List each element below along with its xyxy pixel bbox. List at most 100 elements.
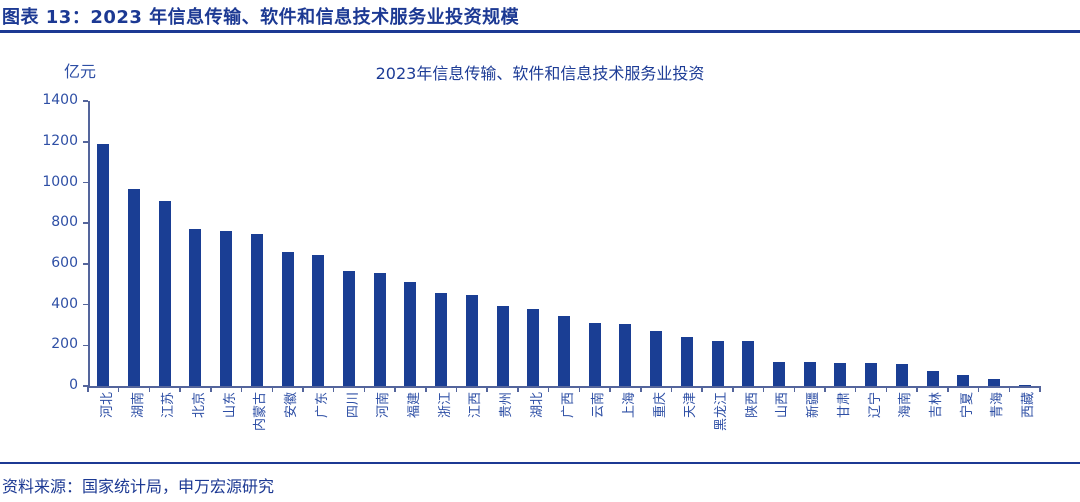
x-tick-mark — [332, 386, 335, 392]
x-tick-mark — [609, 386, 611, 392]
bar-吉林 — [926, 371, 939, 386]
x-tick-mark — [240, 386, 243, 392]
x-label-江苏: 江苏 — [161, 392, 177, 419]
x-label-新疆: 新疆 — [806, 392, 822, 419]
x-tick-mark — [517, 386, 519, 392]
y-tick-label: 600 — [51, 254, 78, 271]
x-label-辽宁: 辽宁 — [867, 392, 883, 419]
x-tick-mark — [793, 386, 796, 392]
x-label-云南: 云南 — [591, 392, 607, 419]
bar-福建 — [404, 282, 417, 386]
bar-上海 — [619, 323, 632, 386]
x-tick-mark — [210, 386, 212, 392]
bar-浙江 — [435, 292, 448, 386]
bar-黑龙江 — [711, 341, 724, 386]
bar-贵州 — [496, 305, 509, 386]
y-tick-mark — [83, 222, 88, 224]
x-label-四川: 四川 — [345, 392, 361, 419]
x-tick-mark — [455, 386, 458, 392]
bar-四川 — [343, 271, 356, 386]
source-note: 资料来源：国家统计局，申万宏源研究 — [2, 477, 275, 496]
bar-新疆 — [803, 361, 816, 386]
bar-河南 — [373, 273, 386, 386]
y-tick-mark — [83, 303, 88, 306]
x-label-山东: 山东 — [222, 392, 238, 419]
y-tick-label: 1400 — [42, 92, 78, 109]
bar-陕西 — [742, 341, 755, 386]
y-tick-label: 400 — [51, 295, 78, 312]
y-tick-label: 200 — [51, 336, 78, 353]
x-tick-mark — [824, 386, 826, 392]
bar-北京 — [189, 229, 202, 386]
bar-海南 — [895, 363, 908, 386]
x-axis — [88, 386, 1040, 388]
y-axis — [88, 101, 90, 388]
figure-header-title: 图表 13：2023 年信息传输、软件和信息技术服务业投资规模 — [2, 7, 520, 28]
x-tick-mark — [547, 386, 550, 392]
x-label-青海: 青海 — [990, 392, 1006, 419]
x-label-江西: 江西 — [468, 392, 484, 419]
x-label-甘肃: 甘肃 — [836, 392, 852, 419]
y-tick-mark — [83, 181, 88, 184]
x-label-福建: 福建 — [406, 392, 422, 419]
x-label-浙江: 浙江 — [437, 392, 453, 419]
y-tick-label: 800 — [51, 214, 78, 231]
x-label-天津: 天津 — [683, 392, 699, 419]
bar-内蒙古 — [250, 234, 263, 386]
x-label-广西: 广西 — [560, 392, 576, 419]
y-tick-mark — [83, 263, 88, 265]
x-label-海南: 海南 — [898, 392, 914, 419]
bar-江苏 — [158, 200, 171, 386]
x-tick-mark — [640, 386, 642, 392]
x-tick-mark — [732, 386, 734, 392]
chart-title: 2023年信息传输、软件和信息技术服务业投资 — [375, 64, 705, 83]
y-tick-mark — [83, 100, 88, 102]
y-tick-label: 0 — [69, 377, 78, 393]
x-label-西藏: 西藏 — [1021, 392, 1037, 419]
footer-rule — [0, 462, 1080, 464]
bar-宁夏 — [957, 375, 970, 386]
x-tick-mark — [916, 386, 918, 392]
x-tick-mark — [117, 386, 120, 392]
x-tick-mark — [1008, 386, 1011, 392]
x-label-内蒙古: 内蒙古 — [253, 392, 269, 432]
bar-湖南 — [128, 188, 141, 386]
bar-广东 — [312, 254, 325, 386]
bar-河北 — [97, 143, 110, 386]
bar-江西 — [465, 294, 478, 386]
x-tick-mark — [179, 386, 181, 392]
x-tick-mark — [394, 386, 396, 392]
bar-青海 — [987, 379, 1000, 386]
header-rule — [0, 30, 1080, 33]
bar-西藏 — [1018, 384, 1031, 386]
y-tick-mark — [83, 344, 88, 347]
x-tick-mark — [578, 386, 581, 392]
x-tick-mark — [148, 386, 151, 392]
x-tick-mark — [271, 386, 273, 392]
x-tick-mark — [885, 386, 888, 392]
x-tick-mark — [363, 386, 366, 392]
x-tick-mark — [947, 386, 949, 392]
x-label-北京: 北京 — [191, 392, 207, 419]
x-label-陕西: 陕西 — [744, 392, 760, 419]
bar-山东 — [220, 231, 233, 386]
bar-山西 — [772, 361, 785, 386]
y-tick-mark — [83, 141, 88, 143]
x-tick-mark — [701, 386, 703, 392]
bar-重庆 — [650, 331, 663, 386]
y-axis-unit-label: 亿元 — [64, 62, 97, 81]
x-tick-mark — [762, 386, 765, 392]
x-tick-mark — [87, 386, 89, 392]
y-tick-label: 1000 — [42, 173, 78, 190]
x-label-广东: 广东 — [314, 392, 330, 419]
bar-湖北 — [527, 308, 540, 386]
bar-云南 — [588, 322, 601, 386]
x-label-山西: 山西 — [775, 392, 791, 419]
x-tick-mark — [1039, 386, 1041, 392]
x-label-重庆: 重庆 — [652, 392, 668, 419]
bar-广西 — [558, 315, 570, 386]
x-label-黑龙江: 黑龙江 — [714, 392, 730, 432]
y-tick-mark — [83, 385, 88, 387]
x-tick-mark — [486, 386, 488, 392]
